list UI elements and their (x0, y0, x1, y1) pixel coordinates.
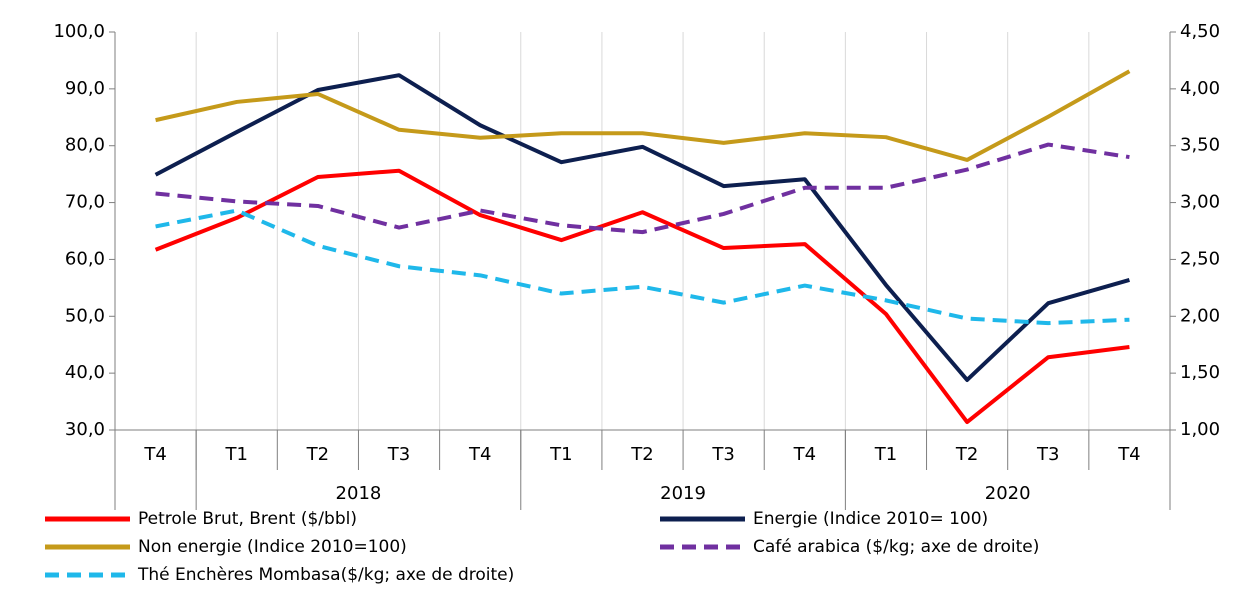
x-tick-label: T4 (1117, 444, 1140, 465)
x-tick-label: T1 (874, 444, 897, 465)
x-tick-label: T3 (711, 444, 734, 465)
legend-label: Thé Enchères Mombasa($/kg; axe de droite… (137, 565, 514, 585)
y-tick-label: 100,0 (53, 21, 105, 42)
legend-label: Energie (Indice 2010= 100) (753, 509, 988, 529)
y-tick-label: 80,0 (65, 135, 105, 156)
y-tick-label: 50,0 (65, 305, 105, 326)
x-tick-label: T4 (793, 444, 816, 465)
y2-tick-label: 1,50 (1180, 362, 1220, 383)
series-line (155, 208, 1130, 326)
x-tick-label: T2 (630, 444, 653, 465)
series-line (155, 69, 1131, 162)
y2-tick-label: 4,00 (1180, 78, 1220, 99)
x-tick-label: T1 (225, 444, 248, 465)
y2-tick-label: 3,50 (1180, 135, 1220, 156)
series-line (155, 142, 1130, 235)
y2-tick-label: 2,00 (1180, 305, 1220, 326)
x-tick-label: T1 (549, 444, 572, 465)
y-tick-label: 70,0 (65, 192, 105, 213)
legend-label: Petrole Brut, Brent ($/bbl) (138, 509, 357, 529)
y-tick-label: 30,0 (65, 419, 105, 440)
y-tick-label: 40,0 (65, 362, 105, 383)
legend-label: Café arabica ($/kg; axe de droite) (753, 537, 1039, 557)
x-tick-label: T4 (468, 444, 491, 465)
y2-tick-label: 4,50 (1180, 21, 1220, 42)
x-tick-label: T2 (306, 444, 329, 465)
y2-tick-label: 1,00 (1180, 419, 1220, 440)
group-label: 2019 (660, 483, 706, 504)
y-tick-label: 60,0 (65, 248, 105, 269)
x-tick-label: T2 (955, 444, 978, 465)
legend-label: Non energie (Indice 2010=100) (138, 537, 407, 557)
x-tick-label: T3 (1036, 444, 1059, 465)
series-line (154, 168, 1130, 425)
group-label: 2018 (336, 483, 382, 504)
series-line (154, 73, 1130, 382)
y2-tick-label: 3,00 (1180, 192, 1220, 213)
x-tick-label: T3 (387, 444, 410, 465)
y2-tick-label: 2,50 (1180, 248, 1220, 269)
group-label: 2020 (985, 483, 1031, 504)
x-tick-label: T4 (143, 444, 166, 465)
y-tick-label: 90,0 (65, 78, 105, 99)
